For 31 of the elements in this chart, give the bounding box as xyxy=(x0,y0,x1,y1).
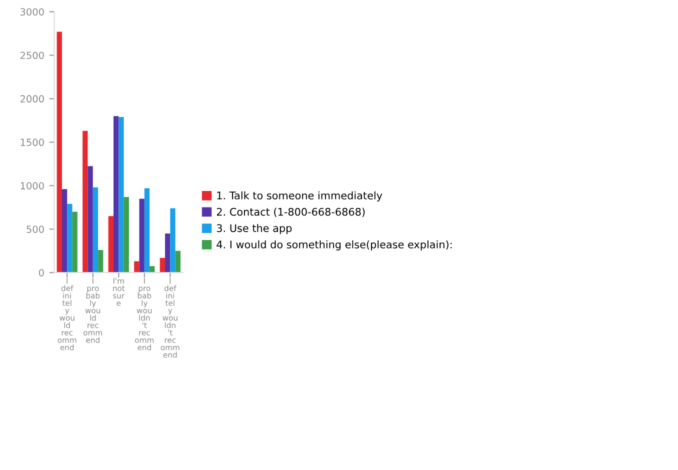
bar xyxy=(62,189,68,273)
bar xyxy=(67,204,72,273)
bar xyxy=(170,208,176,273)
bar xyxy=(72,212,78,273)
bar xyxy=(92,187,98,273)
bar xyxy=(113,116,119,273)
y-tick-label: 0 xyxy=(38,269,44,276)
bar xyxy=(98,250,104,273)
bar xyxy=(144,188,150,273)
y-tick-label: 1500 xyxy=(20,138,44,146)
bar xyxy=(139,198,144,273)
y-tick-label: 2500 xyxy=(20,52,44,60)
y-tick-label: 500 xyxy=(26,226,44,233)
bar xyxy=(160,258,166,273)
bar xyxy=(108,216,114,273)
bar xyxy=(82,130,88,273)
y-tick-label: 2000 xyxy=(20,95,44,103)
bar xyxy=(118,116,124,273)
legend-label: 2. Contact (1-800-668-6868) xyxy=(216,208,365,217)
bar xyxy=(134,261,140,273)
bar xyxy=(56,32,62,273)
y-tick-label: 3000 xyxy=(20,8,44,16)
legend-label: 4. I would do something else(please explain): xyxy=(216,240,452,250)
bar xyxy=(88,166,93,273)
y-tick-label: 1000 xyxy=(20,182,44,190)
bar xyxy=(175,250,180,273)
legend-label: 1. Talk to someone immediately xyxy=(217,191,382,202)
bar xyxy=(165,233,170,273)
legend-label: 3. Use the app xyxy=(216,224,292,234)
bar xyxy=(124,196,129,273)
bar xyxy=(150,266,155,273)
